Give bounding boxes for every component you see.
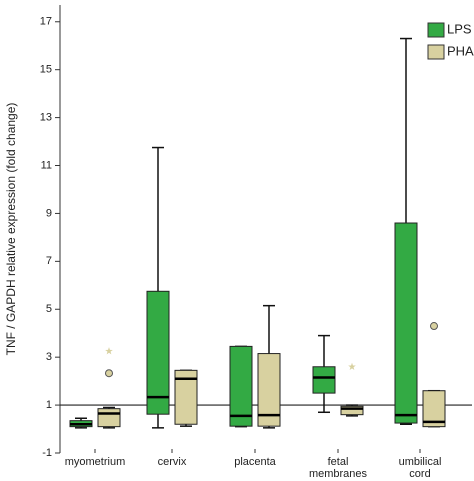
box — [146, 290, 170, 415]
y-tick-label: 9 — [46, 207, 52, 219]
outlier — [105, 347, 113, 355]
box — [340, 405, 364, 416]
x-tick-label: cervix — [158, 456, 187, 468]
y-tick-label: 11 — [41, 159, 52, 171]
legend-label: PHA — [447, 43, 474, 58]
outlier — [348, 362, 356, 370]
y-tick-label: 5 — [46, 303, 52, 315]
y-tick-label: 17 — [40, 16, 52, 28]
box — [312, 366, 336, 394]
box — [422, 390, 446, 428]
outlier — [430, 322, 438, 331]
y-axis-label: TNF / GAPDH relative expression (fold ch… — [4, 103, 18, 356]
x-tick-label: myometrium — [65, 456, 126, 468]
box — [229, 345, 253, 427]
outlier — [105, 369, 113, 378]
legend-label: LPS — [447, 21, 472, 36]
y-tick-label: 7 — [46, 255, 52, 267]
box — [394, 222, 418, 424]
x-tick-label: fetal membranes — [309, 456, 368, 480]
box — [257, 353, 281, 427]
y-tick-label: -1 — [42, 447, 52, 459]
box — [174, 369, 198, 425]
box — [97, 408, 121, 428]
x-tick-label: placenta — [234, 456, 276, 468]
y-tick-label: 3 — [46, 351, 52, 363]
legend-swatch — [427, 22, 445, 38]
y-tick-label: 15 — [40, 64, 52, 76]
x-tick-label: umbilical cord — [399, 456, 442, 480]
y-tick-label: 13 — [40, 112, 52, 124]
legend-swatch — [427, 44, 445, 60]
y-tick-label: 1 — [46, 399, 52, 411]
